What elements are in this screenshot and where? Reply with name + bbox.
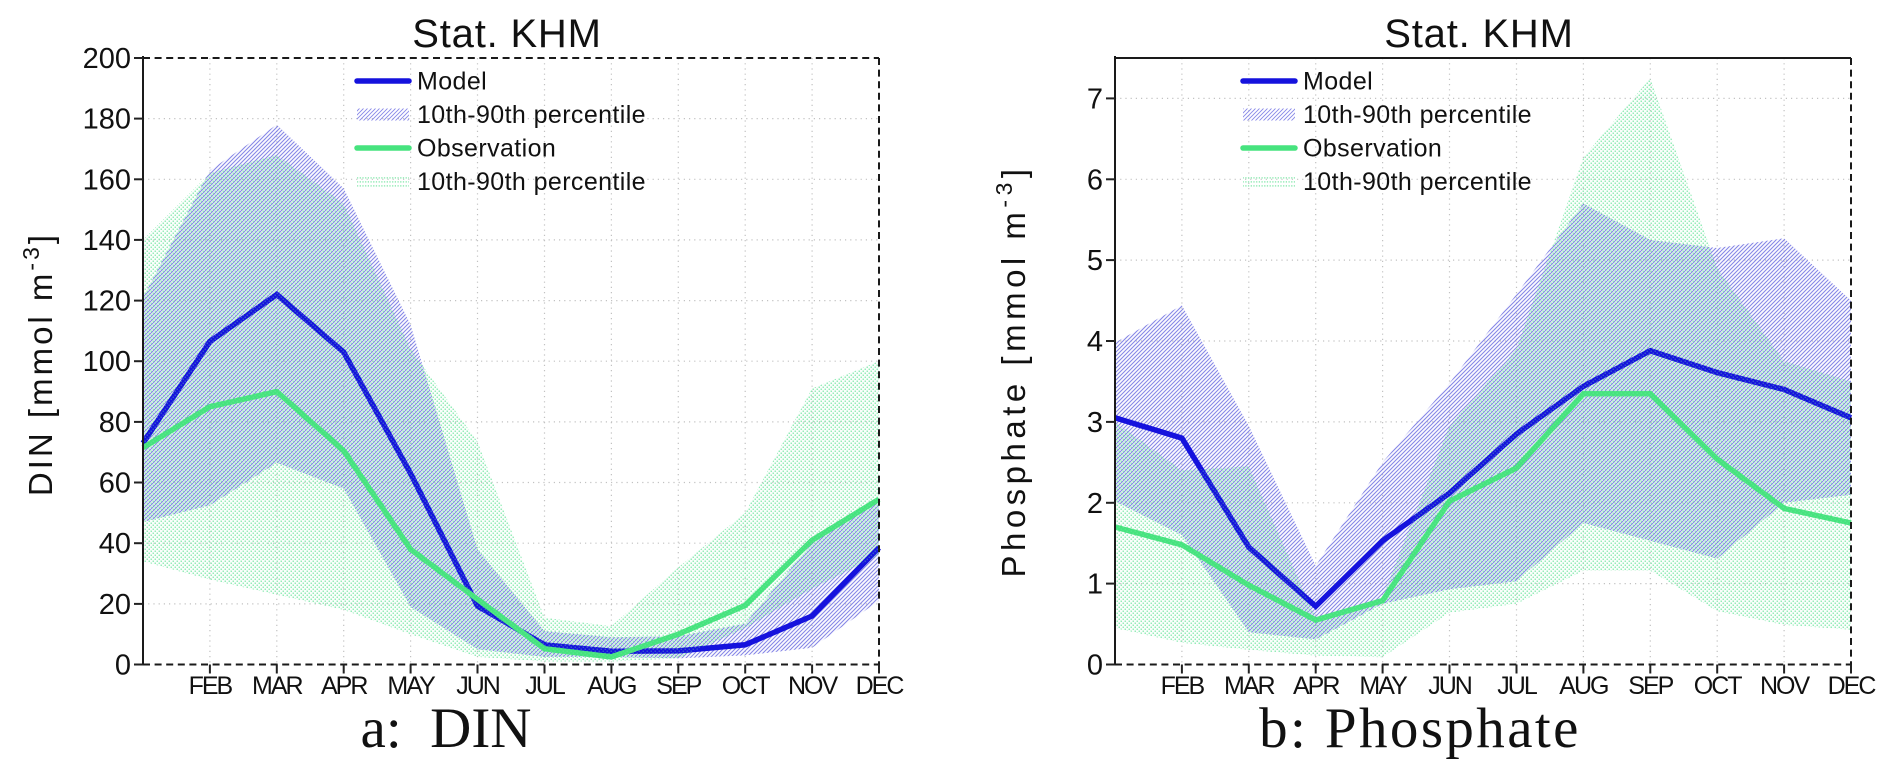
svg-text:SEP: SEP (1628, 672, 1673, 700)
svg-text:SEP: SEP (656, 672, 701, 700)
svg-text:b: Phosphate: b: Phosphate (1259, 697, 1581, 760)
svg-text:Phosphate [mmol m-3]: Phosphate [mmol m-3] (991, 164, 1032, 577)
svg-text:180: 180 (83, 104, 131, 136)
svg-text:5: 5 (1087, 245, 1103, 277)
svg-text:Model: Model (417, 68, 487, 96)
svg-text:JUL: JUL (525, 672, 566, 700)
svg-text:OCT: OCT (722, 672, 771, 700)
svg-text:4: 4 (1087, 326, 1103, 358)
svg-text:DEC: DEC (1828, 672, 1877, 700)
svg-text:60: 60 (99, 468, 131, 500)
svg-text:FEB: FEB (1161, 672, 1205, 700)
svg-text:20: 20 (99, 589, 131, 621)
svg-text:120: 120 (83, 286, 131, 318)
svg-text:0: 0 (1087, 650, 1103, 682)
svg-text:Stat. KHM: Stat. KHM (412, 12, 601, 56)
svg-text:10th-90th percentile: 10th-90th percentile (417, 168, 646, 196)
svg-text:Stat. KHM: Stat. KHM (1384, 12, 1573, 56)
svg-text:MAR: MAR (252, 672, 303, 700)
svg-text:10th-90th percentile: 10th-90th percentile (1303, 101, 1532, 129)
svg-text:Model: Model (1303, 68, 1373, 96)
svg-text:2: 2 (1087, 488, 1103, 520)
svg-text:AUG: AUG (587, 672, 636, 700)
svg-text:AUG: AUG (1559, 672, 1608, 700)
svg-text:NOV: NOV (788, 672, 839, 700)
svg-text:140: 140 (83, 225, 131, 257)
svg-text:FEB: FEB (189, 672, 233, 700)
svg-text:0: 0 (115, 650, 131, 682)
svg-text:Observation: Observation (417, 135, 556, 163)
svg-text:160: 160 (83, 164, 131, 196)
svg-text:APR: APR (1293, 672, 1339, 700)
svg-text:JUL: JUL (1497, 672, 1538, 700)
svg-text:7: 7 (1087, 83, 1103, 115)
svg-text:a: DIN: a: DIN (361, 697, 532, 760)
svg-text:MAY: MAY (387, 672, 436, 700)
svg-text:MAY: MAY (1359, 672, 1408, 700)
svg-text:DEC: DEC (856, 672, 905, 700)
svg-text:DIN [mmol m-3]: DIN [mmol m-3] (18, 232, 59, 496)
svg-text:OCT: OCT (1694, 672, 1743, 700)
svg-text:JUN: JUN (1428, 672, 1472, 700)
svg-text:10th-90th percentile: 10th-90th percentile (1303, 168, 1532, 196)
svg-text:80: 80 (99, 407, 131, 439)
svg-text:JUN: JUN (456, 672, 500, 700)
svg-text:APR: APR (321, 672, 367, 700)
svg-text:200: 200 (83, 43, 131, 75)
svg-text:1: 1 (1087, 569, 1103, 601)
svg-text:10th-90th percentile: 10th-90th percentile (417, 101, 646, 129)
svg-text:100: 100 (83, 346, 131, 378)
svg-text:40: 40 (99, 528, 131, 560)
svg-text:3: 3 (1087, 407, 1103, 439)
svg-text:Observation: Observation (1303, 135, 1442, 163)
svg-text:NOV: NOV (1760, 672, 1811, 700)
svg-text:6: 6 (1087, 164, 1103, 196)
svg-text:MAR: MAR (1224, 672, 1275, 700)
